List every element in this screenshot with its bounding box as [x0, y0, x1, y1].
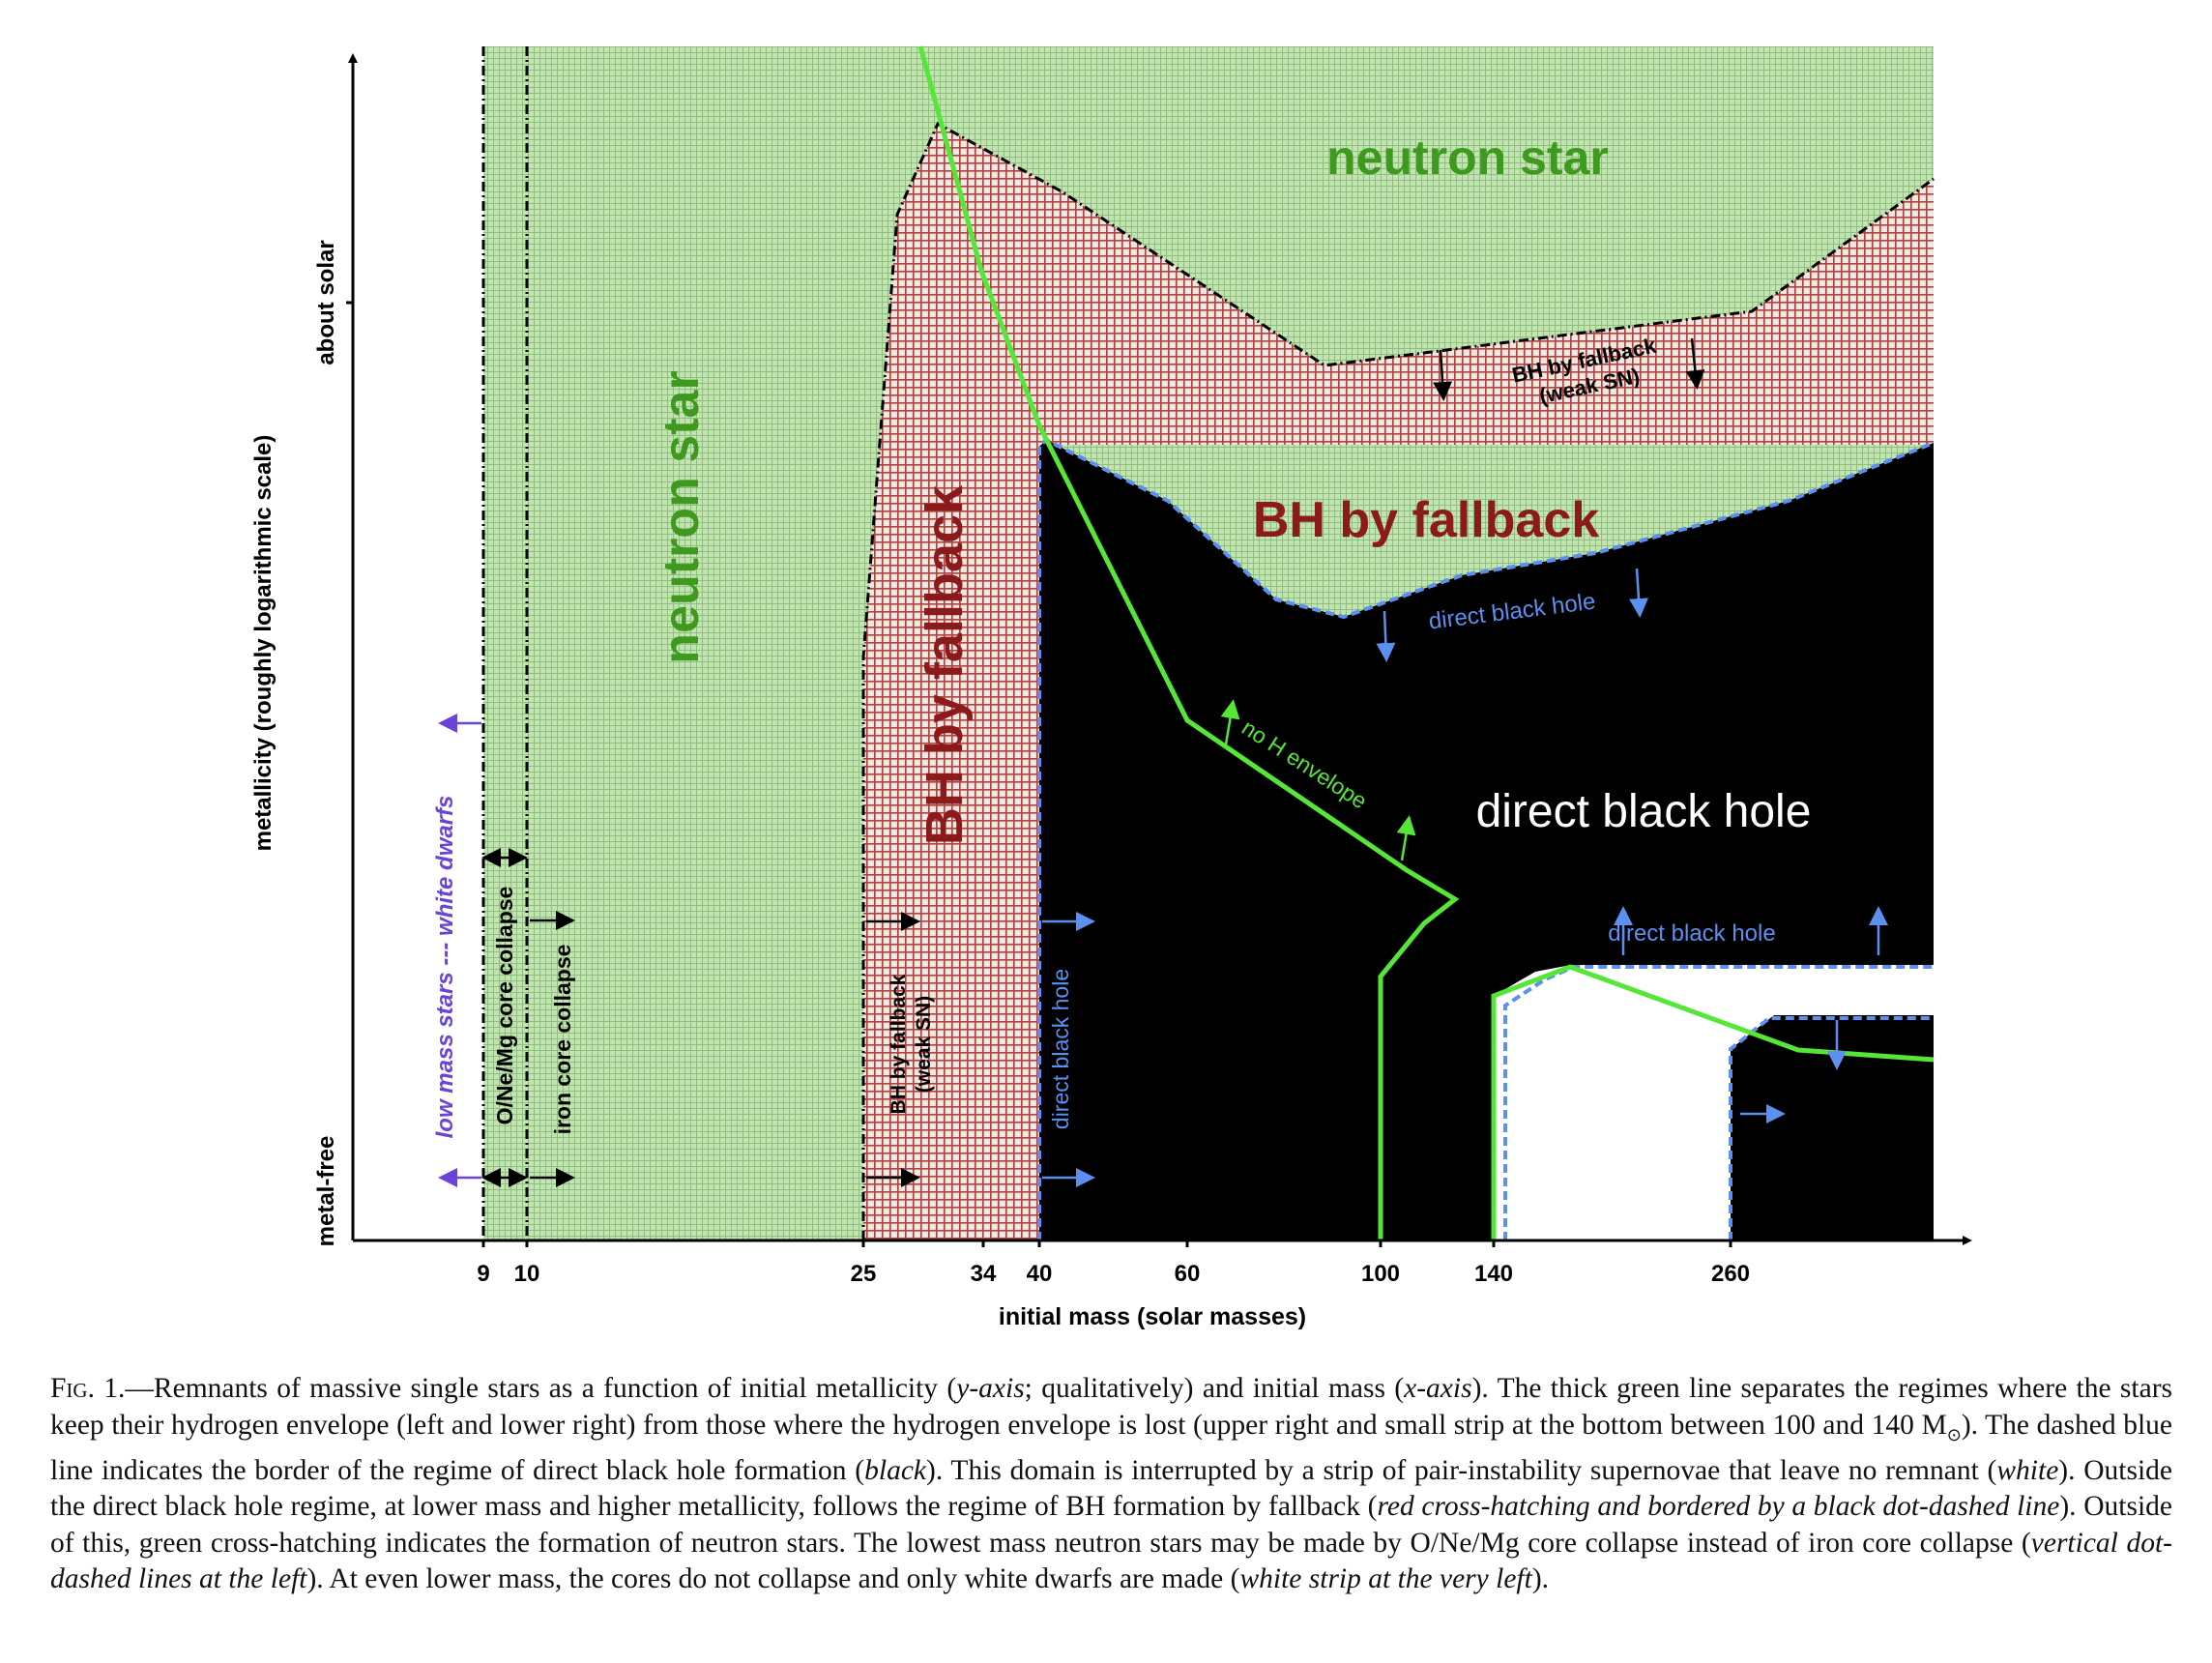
y-axis-label: metallicity (roughly logarithmic scale) [250, 435, 276, 852]
remnant-diagram: 9 10 25 34 40 60 100 140 260 initial mas… [250, 45, 1972, 1330]
caption-text: —Remnants of massive single stars as a f… [125, 1373, 957, 1404]
caption-text: ; qualitatively) and initial mass ( [1024, 1373, 1405, 1404]
x-tick-40: 40 [1027, 1261, 1053, 1287]
caption-text: ). The dashed blue line indicates the bo… [50, 1409, 2172, 1486]
x-tick-25: 25 [851, 1261, 877, 1287]
caption-text: ). Outside of this, green cross-hatching… [50, 1491, 2172, 1559]
label-neutron-star-left: neutron star [654, 370, 710, 663]
x-tick-260: 260 [1711, 1261, 1750, 1287]
label-iron-collapse: iron core collapse [550, 945, 575, 1135]
label-onemg-collapse: O/Ne/Mg core collapse [492, 887, 517, 1125]
envelope-line [917, 45, 1460, 1240]
label-weak-sn-bottom-1: BH by fallback [888, 974, 910, 1114]
caption-italic: white [1996, 1454, 2059, 1486]
no-remnant-border [1503, 965, 1934, 1240]
arrow-weak-sn-1 [1433, 349, 1453, 401]
label-bh-fallback-vertical: BH by fallback [916, 484, 974, 845]
caption-italic: white strip at the very left [1239, 1563, 1532, 1595]
label-direct-bh-bottom: direct black hole [1048, 969, 1073, 1129]
caption-italic: black [864, 1454, 927, 1486]
label-low-mass-stars: low mass stars --- white dwarfs [432, 796, 458, 1139]
arrow-weak-sn-2 [1685, 337, 1705, 390]
caption-fig-label: Fig. 1. [50, 1373, 126, 1404]
arrow-direct-bh-1 [1376, 610, 1396, 662]
caption-text: ). Outside the direct black hole regime,… [50, 1454, 2173, 1523]
arrow-envelope-2 [1396, 815, 1416, 861]
label-bh-fallback-main: BH by fallback [1253, 492, 1599, 548]
caption-italic: vertical dot-dashed lines at the left [50, 1527, 2172, 1595]
caption-text: ). [1531, 1563, 1550, 1595]
x-tick-34: 34 [971, 1261, 997, 1287]
x-tick-marks [481, 1240, 1732, 1247]
fallback-border [861, 121, 1935, 1240]
x-tick-10: 10 [514, 1261, 540, 1287]
x-tick-9: 9 [477, 1261, 489, 1287]
white-dwarf-strip [353, 46, 483, 1240]
y-tick-about-solar: about solar [313, 240, 339, 365]
x-axis-label: initial mass (solar masses) [999, 1303, 1306, 1330]
bh-fallback-region [863, 124, 1934, 1240]
arrow-direct-bh-2 [1629, 568, 1649, 618]
figure-caption: Fig. 1.—Remnants of massive single stars… [50, 1371, 2172, 1598]
label-neutron-star-top: neutron star [1326, 131, 1609, 185]
direct-bh-border [1037, 437, 1935, 1240]
x-tick-140: 140 [1474, 1261, 1513, 1287]
x-tick-100: 100 [1361, 1261, 1400, 1287]
label-direct-bh-white: direct black hole [1608, 920, 1775, 947]
caption-italic: red cross-hatching and bordered by a bla… [1377, 1491, 2060, 1523]
caption-sun-symbol: ⊙ [1946, 1424, 1962, 1444]
y-tick-metal-free: metal-free [313, 1136, 339, 1247]
label-direct-black-hole: direct black hole [1476, 786, 1812, 837]
caption-italic: y-axis [956, 1373, 1025, 1404]
no-remnant-region [1494, 965, 1934, 1240]
arrow-envelope-1 [1220, 699, 1240, 745]
caption-italic: x-axis [1404, 1373, 1472, 1404]
caption-text: ). This domain is interrupted by a strip… [926, 1454, 1997, 1486]
caption-text: ). The thick green line separates the re… [50, 1373, 2172, 1441]
x-tick-60: 60 [1175, 1261, 1201, 1287]
label-weak-sn-bottom-2: (weak SN) [913, 996, 935, 1093]
caption-text: ). At even lower mass, the cores do not … [306, 1563, 1240, 1595]
